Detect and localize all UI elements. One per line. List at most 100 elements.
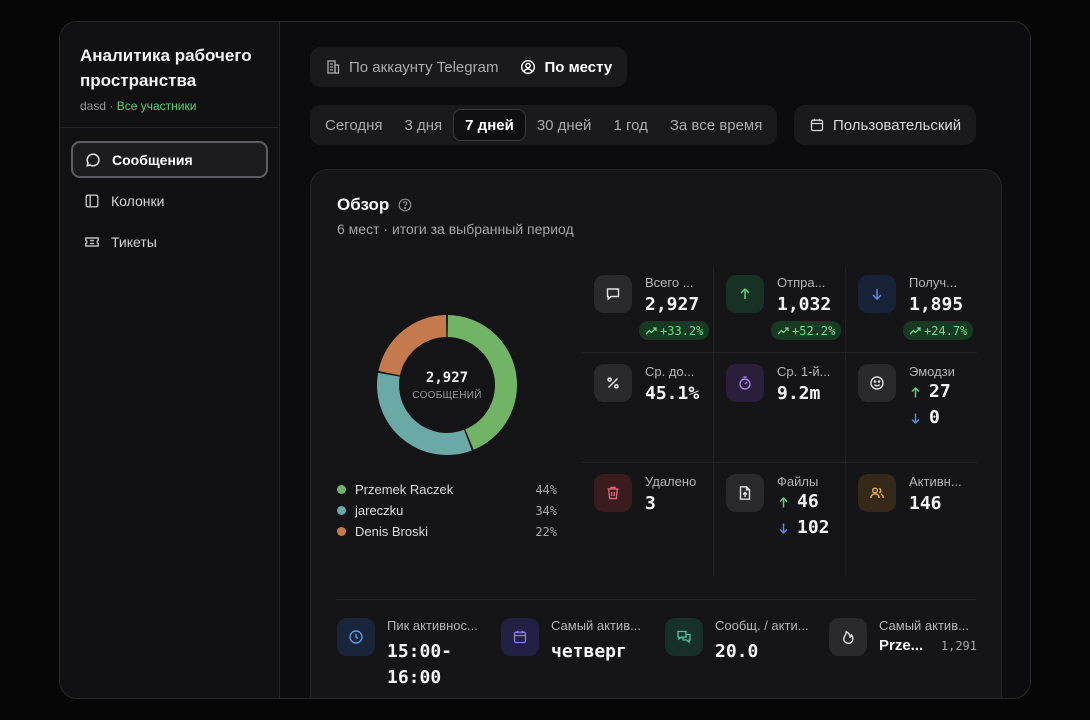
messages-donut-chart: 2,927 СООБЩЕНИЙ: [375, 313, 519, 457]
option-label: По аккаунту Telegram: [349, 58, 499, 76]
stat-label: Активн...: [909, 474, 962, 489]
sidebar-item-label: Тикеты: [111, 233, 157, 250]
sidebar-item-columns[interactable]: Колонки: [71, 182, 268, 219]
timer-icon: [739, 376, 751, 390]
custom-period-label: Пользовательский: [833, 116, 962, 134]
stat-label: Сообщ. / акти...: [715, 618, 809, 633]
subtitle-separator: ·: [109, 99, 114, 113]
overview-title: Обзор: [337, 195, 412, 215]
columns-icon: [85, 194, 99, 208]
stat-value: 2,927: [645, 294, 700, 315]
donut-slice[interactable]: [378, 315, 447, 376]
stat-count: 1,291: [940, 639, 977, 653]
workspace-title: Аналитика рабочего пространства: [80, 46, 252, 90]
stat-value: 1,032: [777, 294, 832, 315]
calendar-icon: [513, 630, 527, 644]
most-active-user-row: Prze... 1,291: [879, 637, 977, 654]
trend-value: +52.2%: [792, 323, 836, 338]
stat-active-users: Активн... 146: [858, 474, 989, 514]
arrow-down-icon: [911, 413, 920, 424]
stat-label: Отпра...: [777, 275, 826, 290]
peak-end: 16:00: [387, 667, 442, 688]
stat-value-up: 27: [909, 379, 973, 405]
most-active-day: Самый актив... четверг: [501, 618, 641, 665]
legend-item[interactable]: jareczku 34%: [337, 500, 557, 521]
arrow-up-icon: [779, 496, 788, 507]
file-upload-icon: [739, 486, 751, 500]
stat-value: 146: [909, 493, 942, 514]
legend-item[interactable]: Przemek Raczek 44%: [337, 479, 557, 500]
stat-label: Самый актив...: [879, 618, 969, 633]
legend-item[interactable]: Denis Broski 22%: [337, 521, 557, 542]
legend-name: Przemek Raczek: [355, 482, 454, 497]
smile-icon: [870, 376, 884, 390]
donut-slice[interactable]: [377, 372, 472, 455]
stat-icon-box: [858, 275, 896, 313]
sidebar-header: Аналитика рабочего пространства dasd · В…: [60, 22, 279, 128]
legend-pct: 34%: [535, 503, 557, 518]
stat-value: 45.1%: [645, 383, 700, 404]
trend-badge: +52.2%: [771, 321, 842, 340]
chat-bubbles-icon: [677, 630, 691, 644]
grid-divider: [582, 462, 977, 463]
legend-dot: [337, 527, 346, 536]
workspace-subtitle: dasd · Все участники: [80, 99, 259, 113]
stat-icon-box: [726, 474, 764, 512]
stat-label: Эмодзи: [909, 364, 955, 379]
stat-files: Файлы 46 102: [726, 474, 857, 541]
custom-period-option: Пользовательский: [798, 109, 972, 141]
trend-up-icon: [645, 326, 657, 334]
stat-icon-box: [829, 618, 867, 656]
legend-name: jareczku: [355, 503, 404, 518]
stat-icon-box: [665, 618, 703, 656]
most-active-user: Самый актив... Prze... 1,291: [829, 618, 977, 656]
period-option-7-days[interactable]: 7 дней: [453, 109, 526, 141]
down-count: 0: [929, 407, 940, 428]
stat-value: четверг: [551, 641, 627, 662]
trend-badge: +24.7%: [903, 321, 974, 340]
help-icon[interactable]: [398, 198, 412, 212]
stat-label: Ср. 1-й...: [777, 364, 831, 379]
grid-divider: [582, 352, 977, 353]
legend-name: Denis Broski: [355, 524, 428, 539]
overview-card: Обзор 6 мест · итоги за выбранный период…: [310, 169, 1002, 698]
period-option-30-days[interactable]: 30 дней: [536, 116, 592, 134]
stat-avg-share: Ср. до... 45.1%: [594, 364, 725, 404]
stat-icon-box: [337, 618, 375, 656]
donut-slice[interactable]: [447, 315, 517, 450]
sidebar-nav: Сообщения Колонки Тикеты: [60, 128, 279, 277]
sidebar-item-tickets[interactable]: Тикеты: [71, 223, 268, 260]
group-by-telegram-account[interactable]: По аккаунту Telegram: [314, 51, 509, 83]
custom-period-button[interactable]: Пользовательский: [794, 105, 977, 145]
overview-subtitle: 6 мест · итоги за выбранный период: [337, 221, 574, 237]
stat-icon-box: [594, 364, 632, 402]
clock-icon: [349, 630, 363, 644]
stat-label: Получ...: [909, 275, 957, 290]
app-window: Аналитика рабочего пространства dasd · В…: [59, 21, 1031, 699]
period-option-3-days[interactable]: 3 дня: [404, 116, 443, 134]
arrow-down-icon: [872, 289, 882, 301]
stat-received: Получ... 1,895 +24.7%: [858, 275, 989, 342]
trend-up-icon: [777, 326, 789, 334]
stat-value-up: 46: [777, 489, 841, 515]
period-option-today[interactable]: Сегодня: [325, 116, 383, 134]
legend-pct: 44%: [535, 482, 557, 497]
scope-label[interactable]: Все участники: [116, 99, 197, 113]
period-option-all-time[interactable]: За все время: [669, 116, 763, 134]
stat-label: Файлы: [777, 474, 819, 489]
legend-dot: [337, 506, 346, 515]
user-circle-icon: [521, 59, 536, 75]
stat-avg-first-response: Ср. 1-й... 9.2m: [726, 364, 857, 404]
grouping-toggle: По аккаунту Telegram По месту: [310, 47, 628, 87]
trend-badge: +33.2%: [639, 321, 710, 340]
group-by-place[interactable]: По месту: [509, 51, 623, 83]
percent-icon: [607, 377, 619, 389]
sidebar-item-messages[interactable]: Сообщения: [71, 141, 268, 178]
arrow-down-icon: [779, 523, 788, 534]
trend-value: +33.2%: [660, 323, 704, 338]
stat-sent: Отпра... 1,032 +52.2%: [726, 275, 857, 342]
stat-label: Всего ...: [645, 275, 694, 290]
trash-icon: [607, 486, 619, 500]
grid-divider: [713, 267, 714, 576]
period-option-1-year[interactable]: 1 год: [613, 116, 648, 134]
